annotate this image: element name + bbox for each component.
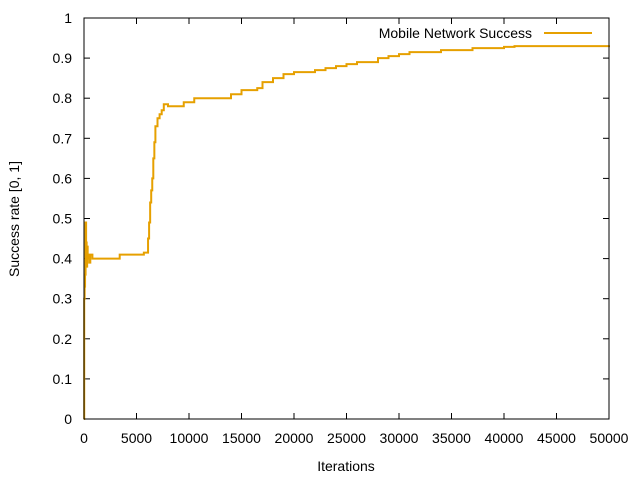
y-tick-label: 0.8 — [53, 90, 73, 106]
y-tick-label: 0.1 — [53, 371, 73, 387]
series-layer — [83, 45, 610, 420]
x-tick-label: 25000 — [327, 430, 366, 446]
x-tick-label: 15000 — [222, 430, 261, 446]
y-tick-label: 0.5 — [53, 211, 73, 227]
y-tick-label: 0.9 — [53, 50, 73, 66]
y-tick-label: 0.7 — [53, 130, 73, 146]
x-tick-label: 50000 — [590, 430, 629, 446]
legend: Mobile Network Success — [379, 25, 592, 41]
x-tick-label: 20000 — [275, 430, 314, 446]
y-tick-label: 0 — [64, 411, 72, 427]
x-tick-label: 10000 — [170, 430, 209, 446]
x-tick-label: 45000 — [537, 430, 576, 446]
plot-frame — [83, 17, 610, 420]
x-tick-label: 5000 — [121, 430, 152, 446]
legend-label: Mobile Network Success — [379, 25, 532, 41]
x-tick-label: 30000 — [380, 430, 419, 446]
y-tick-label: 0.4 — [53, 251, 73, 267]
x-axis-label: Iterations — [317, 458, 375, 474]
y-tick-label: 0.6 — [53, 170, 73, 186]
y-tick-label: 0.3 — [53, 291, 73, 307]
x-tick-label: 0 — [80, 430, 88, 446]
x-tick-label: 40000 — [485, 430, 524, 446]
y-axis-label: Success rate [0, 1] — [6, 161, 22, 277]
tick-labels-layer: 0 5000 10000 15000 20000 25000 30000 35000 40000… — [53, 10, 629, 446]
y-tick-label: 1 — [64, 10, 72, 26]
y-tick-label: 0.2 — [53, 331, 73, 347]
x-tick-label: 35000 — [432, 430, 471, 446]
series-line — [83, 45, 610, 420]
